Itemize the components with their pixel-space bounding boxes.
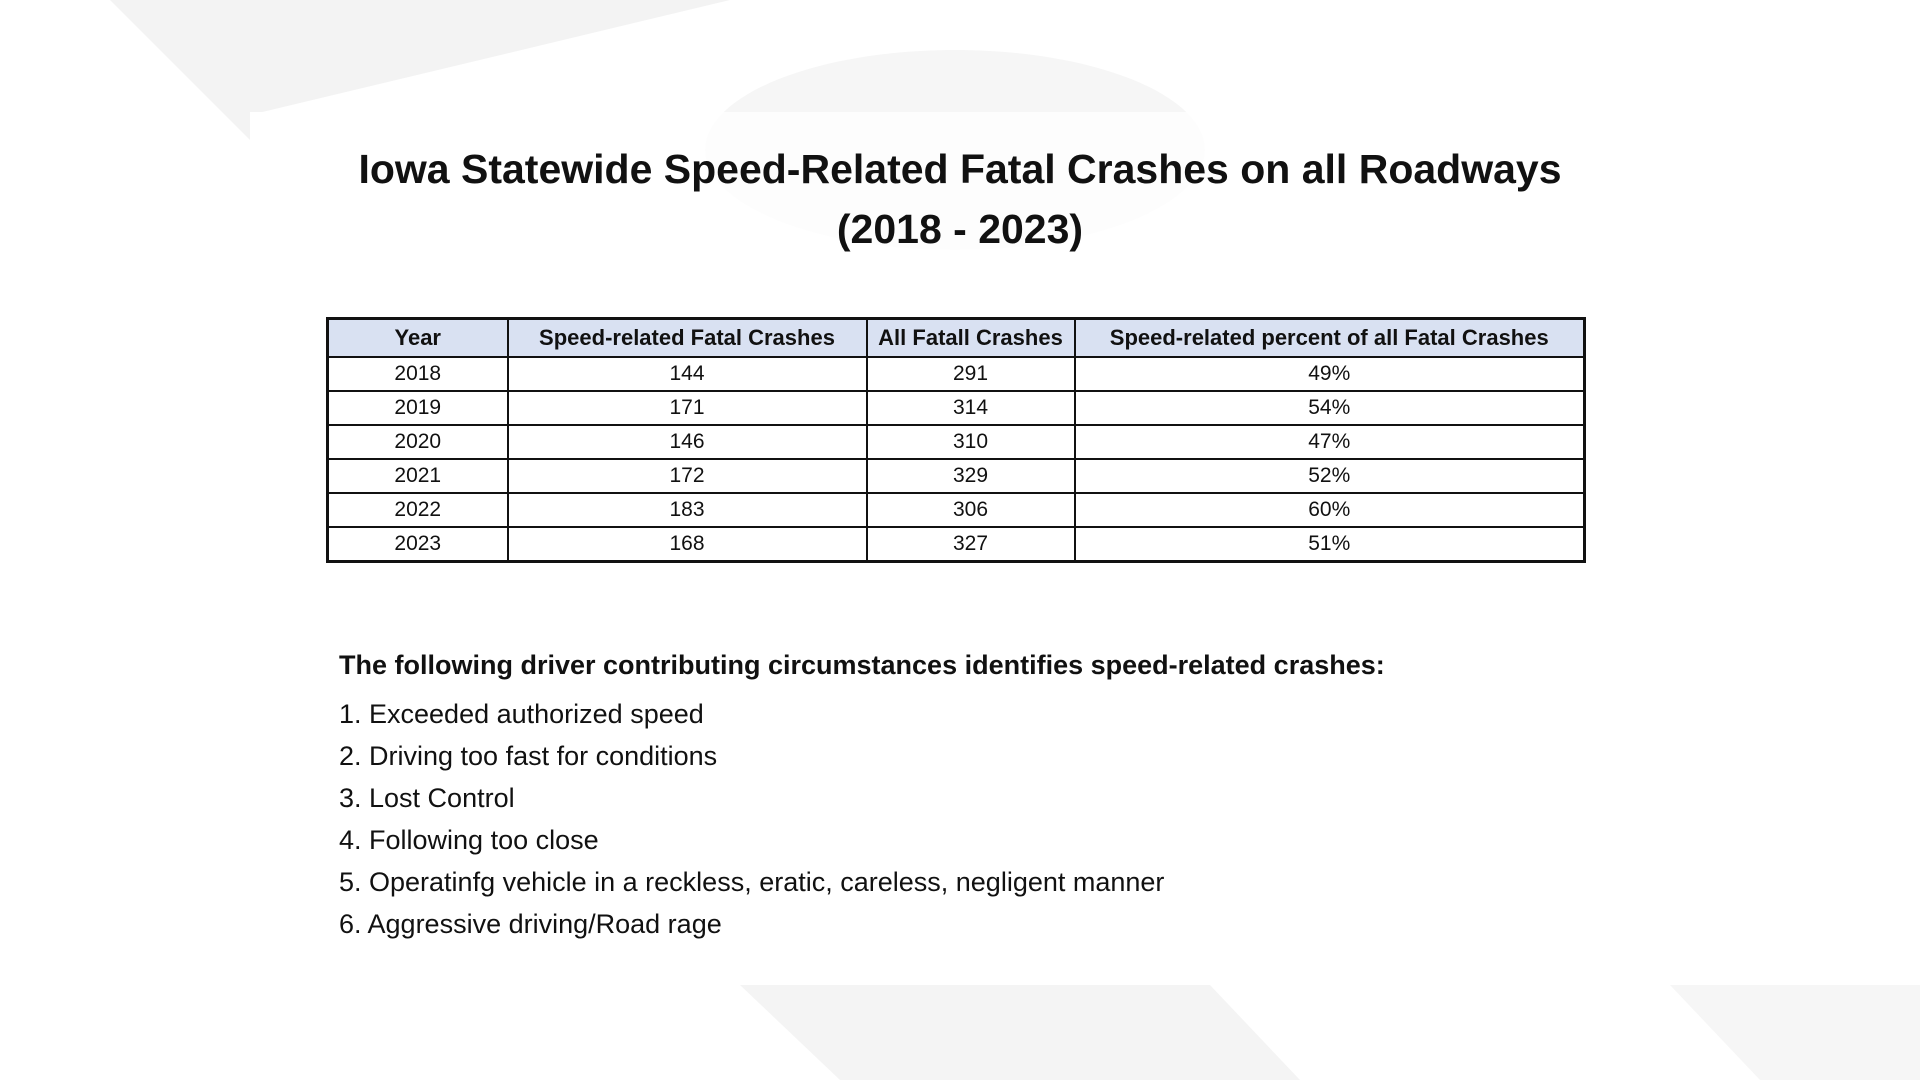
table-row: 2019 171 314 54% [326,390,1586,426]
list-item: 2. Driving too fast for conditions [339,741,718,771]
table-cell: 172 [506,458,868,494]
list-item: 5. Operatinfg vehicle in a reckless, era… [339,867,1165,897]
table-cell: 2020 [326,424,509,460]
table-cell: 47% [1073,424,1586,460]
table-cell: 314 [865,390,1076,426]
table-cell: 2023 [326,526,509,563]
table-cell: 146 [506,424,868,460]
column-header: Year [326,317,509,358]
title: (2018 - 2023) [836,206,1084,252]
table-row: 2022 183 306 60% [326,492,1586,528]
bg-shape [740,985,1300,1080]
table-cell: 183 [506,492,868,528]
table-cell: 52% [1073,458,1586,494]
table-cell: 49% [1073,356,1586,392]
table-row: 2023 168 327 51% [326,526,1586,563]
column-header: Speed-related Fatal Crashes [506,317,868,358]
data-table: Year Speed-related Fatal Crashes All Fatal… [326,317,1586,563]
list-item: 1. Exceeded authorized speed [339,699,704,729]
notes: The following driver contributing circum… [339,650,1385,945]
list-item: 4. Following too close [339,825,599,855]
table-row: 2020 146 310 47% [326,424,1586,460]
column-header: Speed-related percent of all Fatal Crash… [1073,317,1586,358]
table-cell: 2019 [326,390,509,426]
table-cell: 54% [1073,390,1586,426]
bg-shape [110,0,730,140]
header-row: Year Speed-related Fatal Crashes All Fatal… [326,317,1586,358]
notes-heading: The following driver contributing circum… [339,650,1385,680]
table-cell: 327 [865,526,1076,563]
table-cell: 60% [1073,492,1586,528]
table-cell: 51% [1073,526,1586,563]
table-cell: 291 [865,356,1076,392]
column-header: All Fatall Crashes [865,317,1076,358]
table-cell: 144 [506,356,868,392]
bg-shape [1670,985,1920,1080]
table-cell: 171 [506,390,868,426]
title: Iowa Statewide Speed-Related Fatal Crash… [358,146,1562,192]
table-row: 2018 144 291 49% [326,356,1586,392]
list-item: 6. Aggressive driving/Road rage [339,909,722,939]
table-cell: 2022 [326,492,509,528]
table-cell: 2021 [326,458,509,494]
table-cell: 306 [865,492,1076,528]
list-item: 3. Lost Control [339,783,515,813]
table-cell: 168 [506,526,868,563]
table-cell: 310 [865,424,1076,460]
table-row: 2021 172 329 52% [326,458,1586,494]
table-cell: 329 [865,458,1076,494]
table-cell: 2018 [326,356,509,392]
